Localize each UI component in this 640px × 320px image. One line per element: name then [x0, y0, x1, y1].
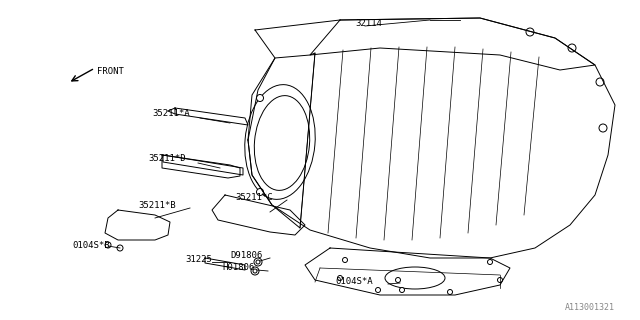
Text: 35211*B: 35211*B [138, 201, 175, 210]
Text: 35211*D: 35211*D [148, 154, 186, 163]
Text: 0104S*A: 0104S*A [335, 276, 372, 285]
Circle shape [251, 267, 259, 275]
Text: 0104S*B: 0104S*B [72, 242, 109, 251]
Circle shape [599, 124, 607, 132]
Text: 35211*C: 35211*C [235, 193, 273, 202]
Circle shape [526, 28, 534, 36]
Circle shape [257, 188, 264, 196]
Circle shape [254, 258, 262, 266]
Text: A113001321: A113001321 [565, 303, 615, 313]
Circle shape [488, 260, 493, 265]
Circle shape [105, 242, 111, 248]
Circle shape [399, 287, 404, 292]
Text: 32114: 32114 [355, 19, 382, 28]
Text: D91806: D91806 [230, 251, 262, 260]
Circle shape [256, 260, 260, 264]
Text: FRONT: FRONT [97, 67, 124, 76]
Circle shape [257, 94, 264, 101]
Circle shape [497, 277, 502, 283]
Circle shape [342, 258, 348, 262]
Circle shape [596, 78, 604, 86]
Text: 35211*A: 35211*A [152, 108, 189, 117]
Text: 31225: 31225 [185, 254, 212, 263]
Circle shape [568, 44, 576, 52]
Circle shape [117, 245, 123, 251]
Circle shape [447, 290, 452, 294]
Circle shape [376, 287, 381, 292]
Circle shape [253, 269, 257, 273]
Circle shape [337, 276, 342, 281]
Text: H01806: H01806 [222, 263, 254, 273]
Circle shape [396, 277, 401, 283]
